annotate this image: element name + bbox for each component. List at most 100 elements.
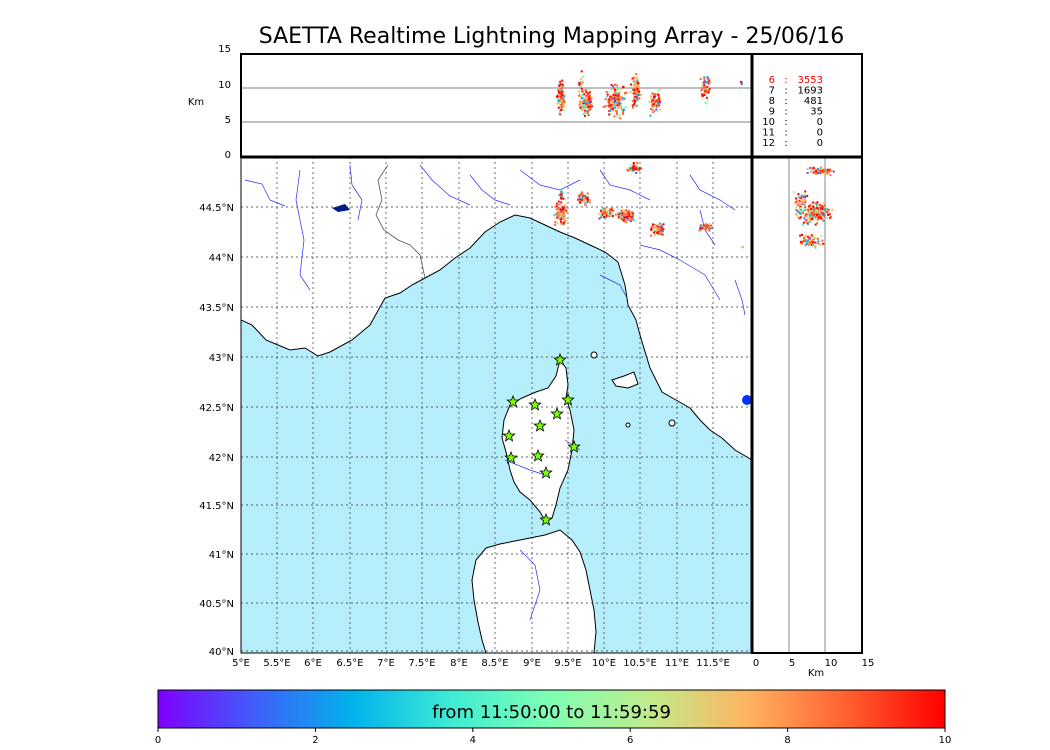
lightning-source xyxy=(557,200,560,203)
lightning-source xyxy=(615,112,618,115)
lightning-source xyxy=(603,207,606,210)
lightning-source xyxy=(701,94,704,97)
lightning-source xyxy=(739,80,742,83)
lightning-source xyxy=(606,93,609,96)
lightning-source xyxy=(629,167,632,170)
lightning-source xyxy=(649,95,652,98)
lightning-source xyxy=(814,211,817,214)
lightning-source xyxy=(832,170,835,173)
lightning-source xyxy=(794,207,797,210)
lightning-source xyxy=(803,193,806,196)
lightning-source xyxy=(610,102,613,105)
lightning-source xyxy=(623,213,626,216)
lightning-source xyxy=(650,228,653,231)
lightning-source xyxy=(799,240,802,243)
lightning-source xyxy=(795,212,798,215)
station-star xyxy=(531,448,545,462)
altitude-frame xyxy=(240,53,753,158)
lightning-source xyxy=(607,100,610,103)
lightning-source xyxy=(634,91,637,94)
lightning-source xyxy=(559,101,562,104)
lightning-source xyxy=(563,99,566,102)
lightning-source xyxy=(809,241,812,244)
lightning-source xyxy=(618,217,621,220)
lightning-source xyxy=(632,161,635,164)
lightning-source xyxy=(617,106,620,109)
lightning-source xyxy=(797,203,800,206)
lightning-source xyxy=(587,97,590,100)
lightning-source xyxy=(635,166,638,169)
lightning-source xyxy=(809,218,812,221)
extra-station-marker xyxy=(742,395,752,405)
lightning-source xyxy=(579,100,582,103)
lightning-source xyxy=(653,93,656,96)
lightning-source xyxy=(703,76,706,79)
lightning-source xyxy=(625,209,628,212)
lightning-source xyxy=(802,221,805,224)
lightning-source xyxy=(806,222,809,225)
lightning-source xyxy=(557,206,560,209)
lightning-source xyxy=(562,197,565,200)
lightning-source xyxy=(608,211,611,214)
lightning-source xyxy=(708,80,711,83)
lon-tick-label: 9°E xyxy=(523,658,541,669)
lightning-source xyxy=(805,234,808,237)
lightning-source xyxy=(560,85,563,88)
lightning-source xyxy=(817,170,820,173)
stat-source-count: 35 xyxy=(810,107,823,118)
lightning-source xyxy=(828,213,831,216)
colorbar-tick-label: 8 xyxy=(784,735,790,746)
lightning-source xyxy=(636,166,639,169)
lightning-source xyxy=(823,201,826,204)
lightning-source xyxy=(609,95,612,98)
lightning-source xyxy=(797,195,800,198)
lightning-source xyxy=(823,208,826,211)
lightning-source xyxy=(797,216,800,219)
stat-separator: : xyxy=(784,75,787,86)
lightning-source xyxy=(584,196,587,199)
lightning-source xyxy=(637,94,640,97)
lightning-source xyxy=(625,221,628,224)
lightning-source xyxy=(814,202,817,205)
lightning-source xyxy=(617,98,620,101)
stat-station-count: 8 xyxy=(769,96,775,107)
lightning-source xyxy=(818,171,821,174)
lightning-source xyxy=(616,92,619,95)
lightning-source xyxy=(811,169,814,172)
map-grid xyxy=(241,157,752,653)
lightning-source xyxy=(621,217,624,220)
lightning-source xyxy=(562,109,565,112)
lightning-source xyxy=(807,213,809,216)
lightning-source xyxy=(653,97,656,100)
stats-box xyxy=(751,53,863,158)
lightning-source xyxy=(652,231,655,234)
lightning-source xyxy=(805,238,808,241)
lightning-source xyxy=(583,114,586,117)
stat-station-count: 7 xyxy=(769,86,775,97)
lightning-source xyxy=(657,94,660,97)
lightning-source xyxy=(561,208,564,211)
lightning-source xyxy=(636,94,639,97)
lightning-source xyxy=(633,101,636,104)
lightning-source xyxy=(631,212,634,215)
lightning-source xyxy=(630,83,633,86)
lightning-source xyxy=(631,214,634,217)
lightning-source xyxy=(821,170,824,173)
lightning-source xyxy=(804,190,807,193)
lightning-source xyxy=(617,88,620,91)
lightning-source xyxy=(605,212,608,215)
lightning-source xyxy=(588,106,591,109)
lightning-source xyxy=(827,168,830,171)
lightning-source xyxy=(809,166,812,169)
lightning-source xyxy=(587,113,590,116)
lightning-source xyxy=(656,98,659,101)
lightning-source xyxy=(651,108,654,111)
lightning-source xyxy=(610,210,613,213)
lightning-source xyxy=(633,219,636,222)
lightning-source xyxy=(817,240,820,243)
lightning-source xyxy=(578,103,581,106)
lightning-source xyxy=(580,77,583,80)
lightning-source xyxy=(579,80,582,83)
lightning-source xyxy=(653,110,656,113)
